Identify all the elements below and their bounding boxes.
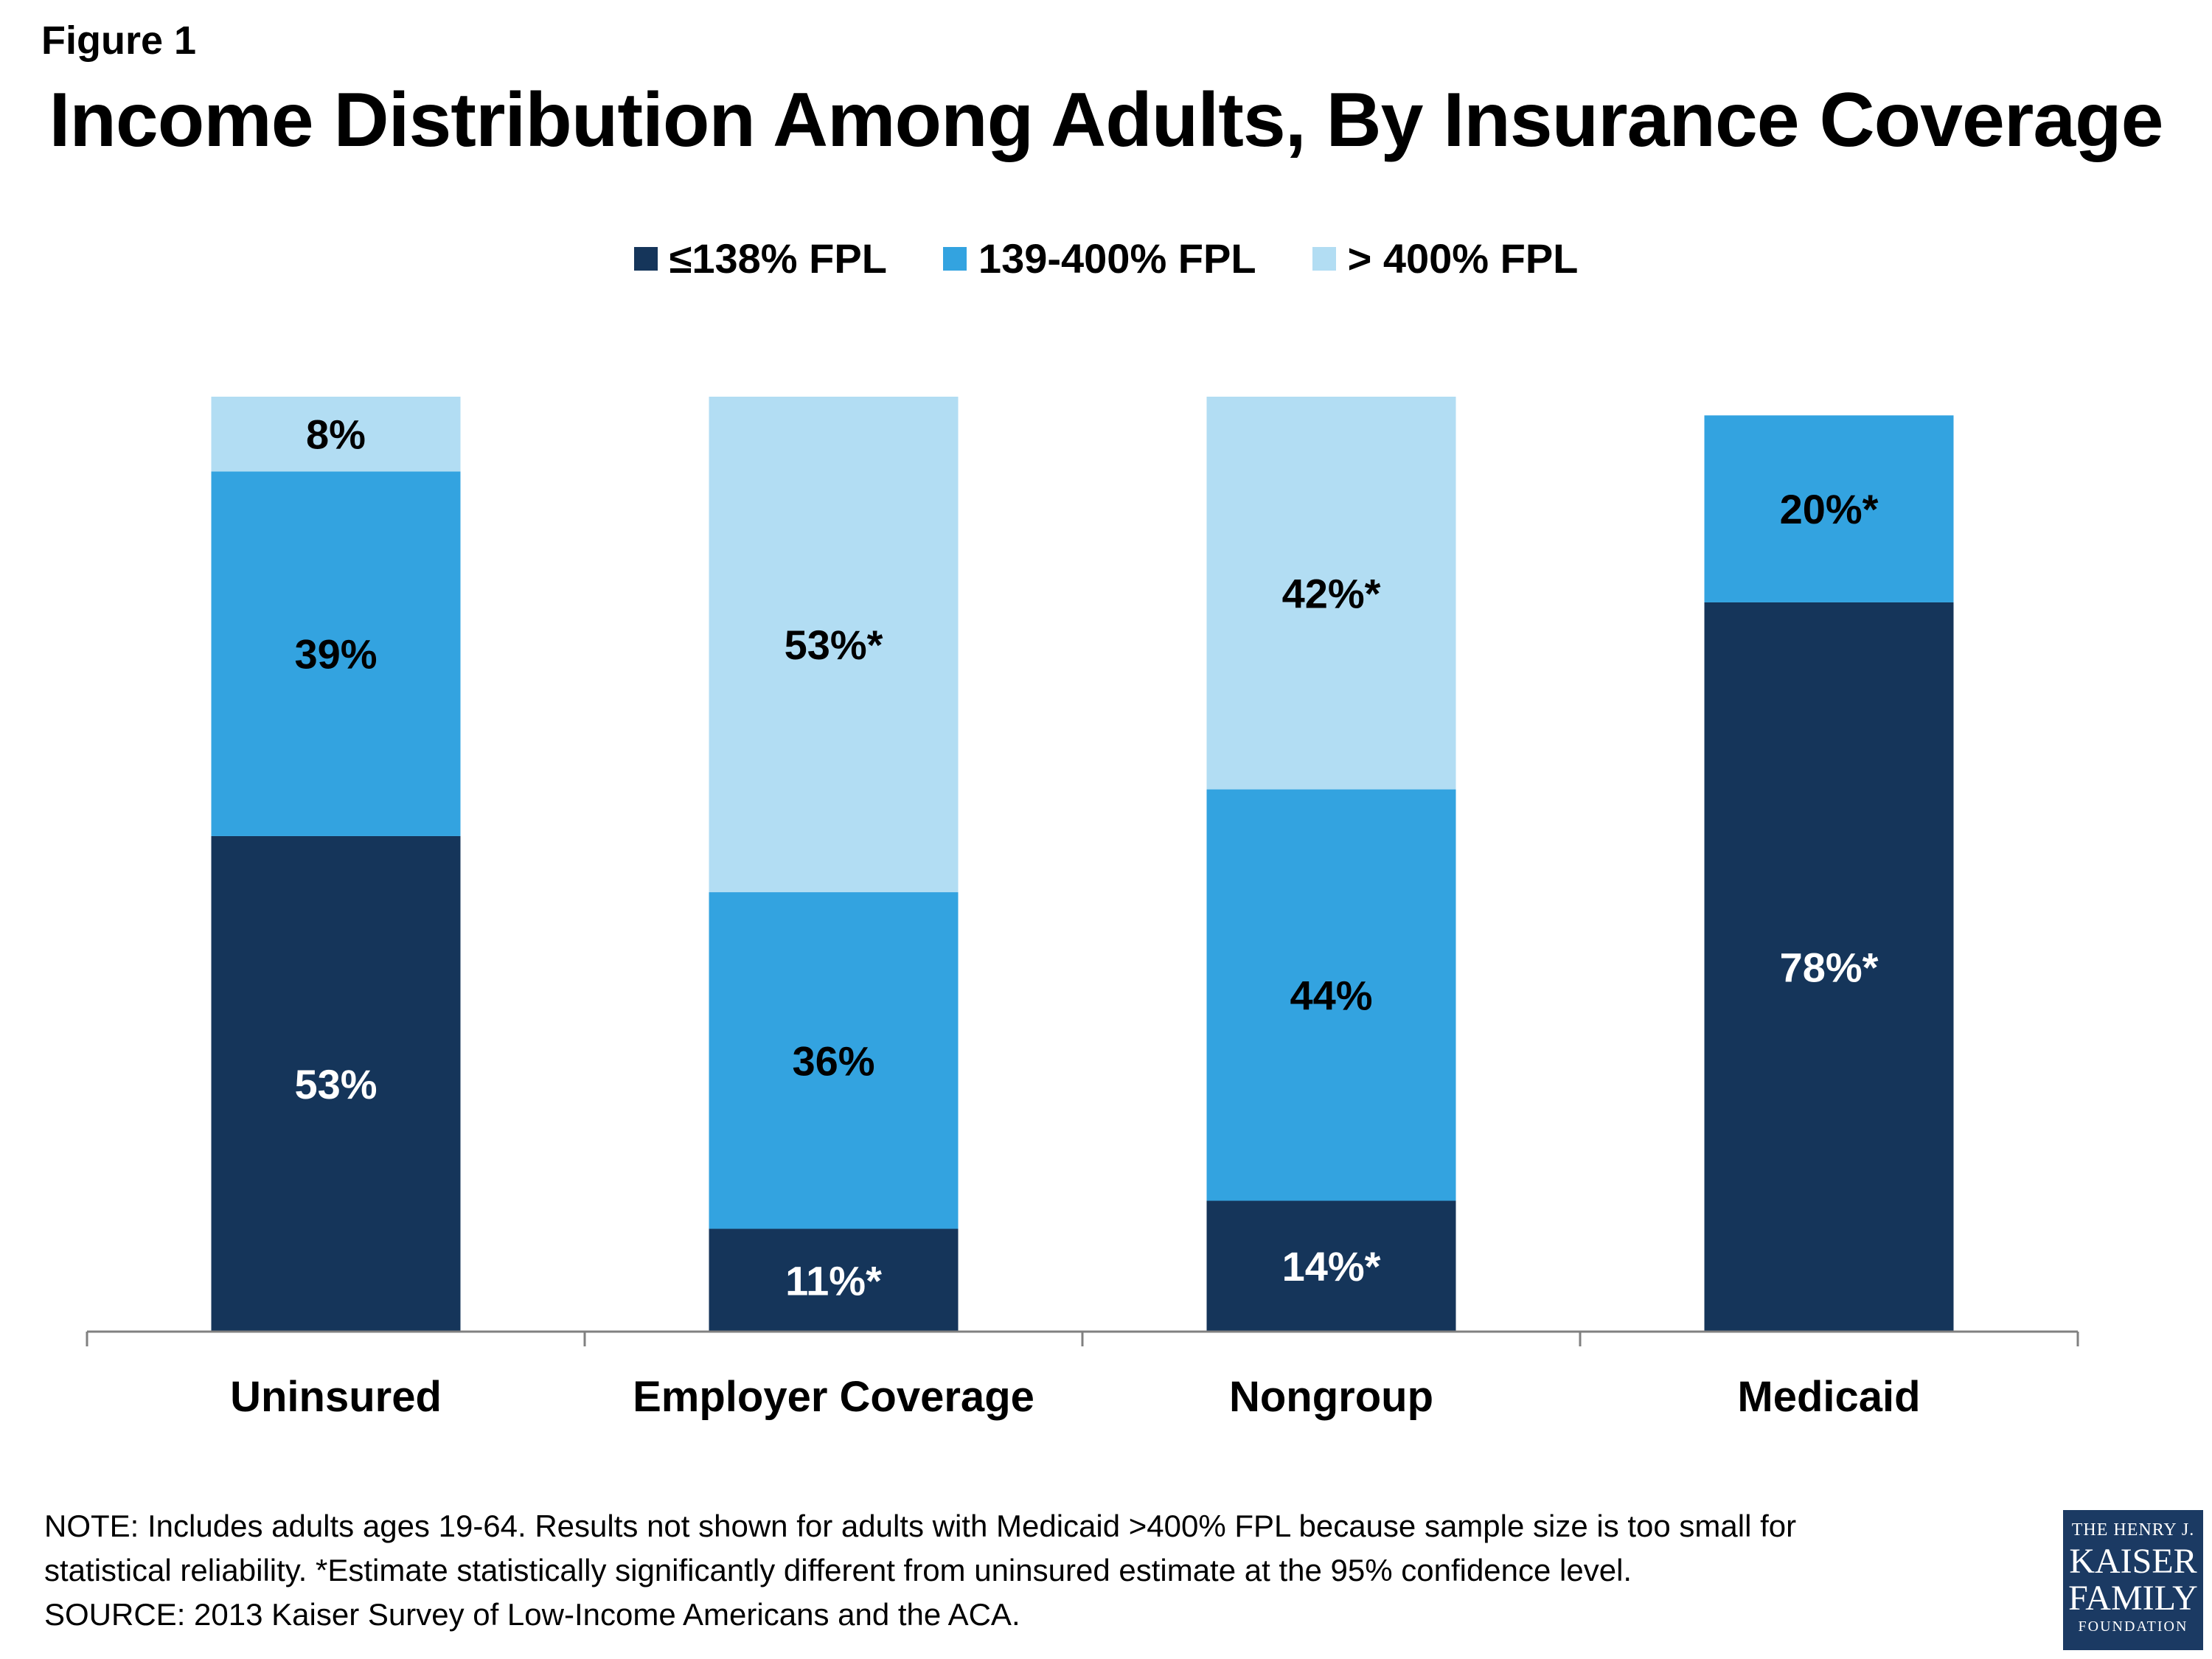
data-label: 11%*: [785, 1257, 882, 1304]
logo-line-2: KAISER: [2069, 1542, 2197, 1581]
legend-label-low-income: ≤138% FPL: [669, 235, 887, 282]
bar-segment: [1206, 789, 1456, 1201]
legend-swatch-low-income: [633, 246, 658, 271]
data-label: 36%: [792, 1037, 874, 1084]
logo-line-1: THE HENRY J.: [2071, 1520, 2195, 1540]
data-label: 14%*: [1282, 1243, 1381, 1290]
legend-item-middle-income: 139-400% FPL: [942, 234, 1256, 282]
bar-segment: [709, 1228, 959, 1332]
legend-item-high-income: > 400% FPL: [1312, 234, 1579, 282]
legend-swatch-high-income: [1312, 246, 1336, 271]
category-label: Nongroup: [1229, 1373, 1433, 1421]
note-line-1: NOTE: Includes adults ages 19-64. Result…: [44, 1509, 1797, 1543]
chart-notes: NOTE: Includes adults ages 19-64. Result…: [44, 1504, 1976, 1637]
bar-segment: [1206, 397, 1456, 790]
bar-segment: [211, 471, 461, 836]
chart-legend: ≤138% FPL 139-400% FPL > 400% FPL: [0, 234, 2212, 282]
category-label: Employer Coverage: [633, 1373, 1034, 1421]
legend-label-middle-income: 139-400% FPL: [978, 235, 1256, 282]
bar-segment: [709, 892, 959, 1229]
legend-item-low-income: ≤138% FPL: [633, 234, 887, 282]
legend-label-high-income: > 400% FPL: [1347, 235, 1579, 282]
chart-title: Income Distribution Among Adults, By Ins…: [49, 77, 2163, 163]
source-line: SOURCE: 2013 Kaiser Survey of Low-Income…: [44, 1597, 1020, 1632]
data-label: 20%*: [1780, 486, 1879, 532]
category-label: Medicaid: [1737, 1373, 1920, 1421]
bar-segment: [211, 397, 461, 472]
bar-segment: [1704, 415, 1954, 602]
kff-logo: THE HENRY J. KAISER FAMILY FOUNDATION: [2063, 1510, 2203, 1650]
legend-swatch-middle-income: [942, 246, 967, 271]
bar-segment: [709, 397, 959, 893]
bar-segment: [1704, 602, 1954, 1332]
data-label: 39%: [294, 631, 377, 678]
data-label: 78%*: [1780, 944, 1879, 990]
bar-segment: [211, 835, 461, 1332]
logo-line-4: FOUNDATION: [2078, 1618, 2188, 1635]
data-label: 44%: [1290, 973, 1372, 1019]
data-label: 53%: [294, 1061, 377, 1107]
category-label: Uninsured: [230, 1373, 442, 1421]
data-label: 42%*: [1282, 570, 1381, 616]
data-label: 53%*: [785, 622, 883, 668]
logo-line-3: FAMILY: [2068, 1579, 2198, 1618]
bar-segment: [1206, 1200, 1456, 1332]
note-line-2: statistical reliability. *Estimate stati…: [44, 1553, 1632, 1587]
figure-label: Figure 1: [41, 18, 197, 63]
data-label: 8%: [306, 411, 366, 458]
